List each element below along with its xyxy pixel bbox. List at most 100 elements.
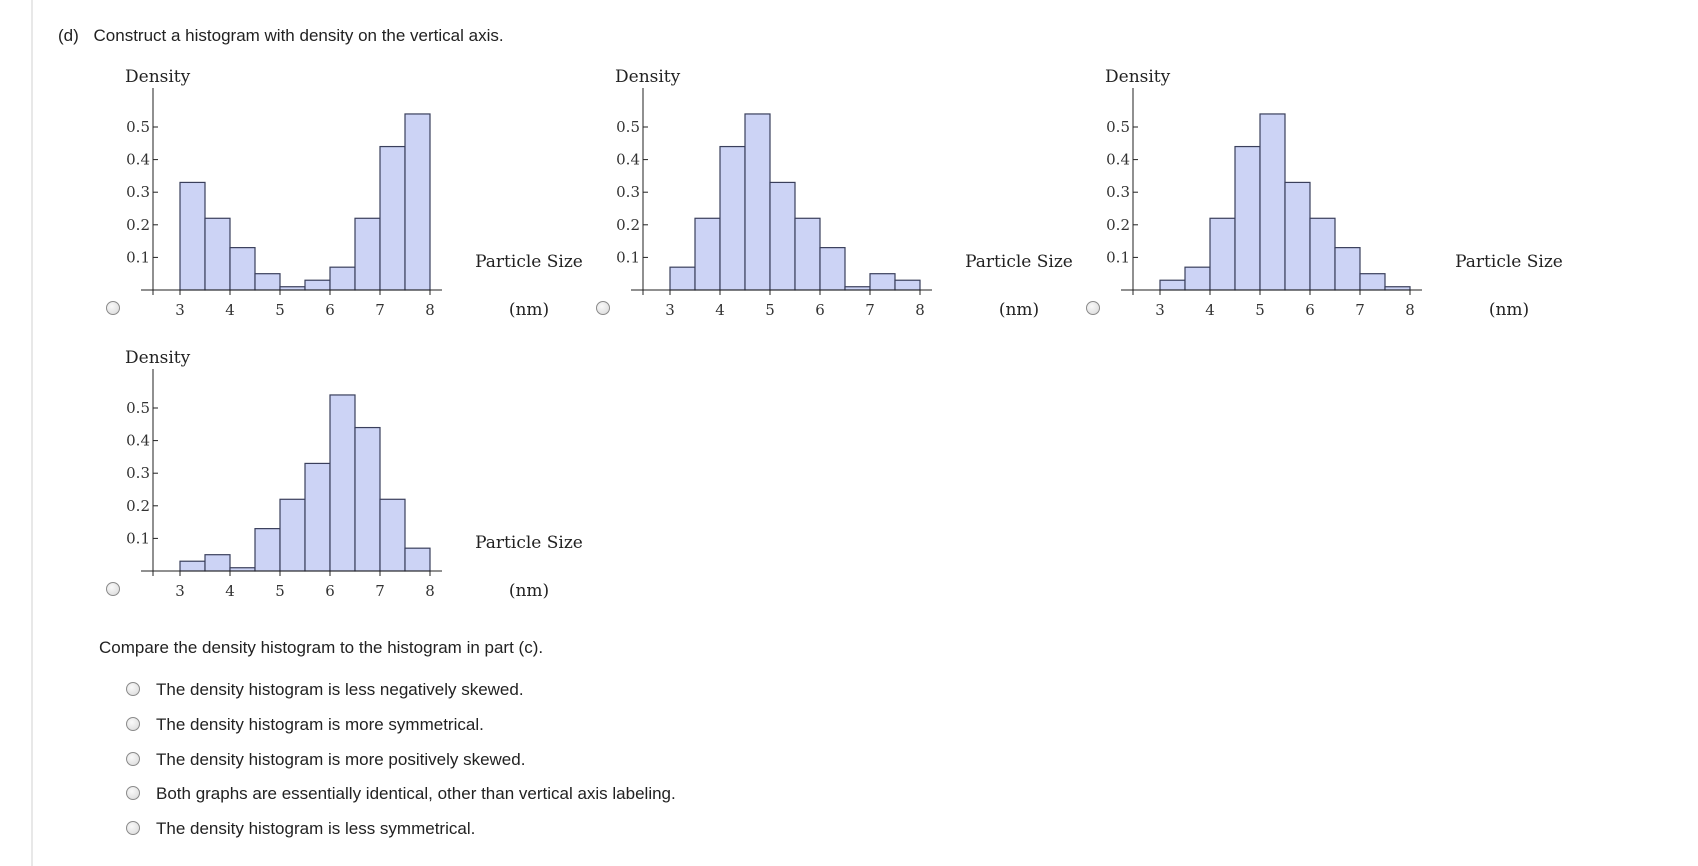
histogram-bar-a-2	[204, 217, 231, 291]
radio-histogram-option-a[interactable]	[106, 301, 120, 315]
y-tick-label-b-5: 0.5	[616, 118, 640, 136]
x-axis-label-d: Particle Size	[475, 533, 583, 553]
x-tick-label-b-4: 6	[815, 301, 825, 319]
histogram-chart-d: Density 0.1 0.2 0.3 0.4 0.5 3 4 5 6 7 8 Particle Siz…	[125, 348, 583, 601]
histogram-bar-d-7	[329, 394, 356, 572]
compare-choice-5-label: The density histogram is less symmetrica…	[156, 819, 476, 838]
histogram-bar-b-10	[894, 279, 921, 291]
histogram-option-c: Density 0.1 0.2 0.3 0.4 0.5 3 4 5 6 7 8 Particle Siz…	[1085, 64, 1565, 320]
x-tick-label-c-1: 3	[1155, 301, 1165, 319]
radio-histogram-option-b[interactable]	[596, 301, 610, 315]
histogram-bar-b-1	[669, 266, 696, 291]
histogram-bar-d-5	[279, 498, 306, 572]
histogram-bar-a-3	[229, 247, 256, 291]
histogram-option-b: Density 0.1 0.2 0.3 0.4 0.5 3 4 5 6 7 8 Particle Siz…	[595, 64, 1075, 320]
x-axis-label-a: Particle Size	[475, 252, 583, 272]
x-axis-label-b: Particle Size	[965, 252, 1073, 272]
histogram-bar-d-4	[254, 528, 281, 572]
x-tick-label-d-1: 3	[175, 582, 185, 600]
histogram-bar-c-7	[1309, 217, 1336, 291]
histogram-bar-a-7	[329, 266, 356, 291]
histogram-bar-b-9	[869, 273, 896, 291]
compare-choice-1-label: The density histogram is less negatively…	[156, 680, 524, 699]
x-axis-unit-b: (nm)	[999, 300, 1039, 320]
y-tick-label-a-4: 0.4	[126, 151, 150, 169]
y-tick-label-a-3: 0.3	[126, 183, 150, 201]
histogram-bar-b-6	[794, 217, 821, 291]
x-axis-label-c: Particle Size	[1455, 252, 1563, 272]
y-tick-label-c-5: 0.5	[1106, 118, 1130, 136]
x-tick-label-c-6: 8	[1405, 301, 1415, 319]
histogram-bar-d-6	[304, 462, 331, 572]
histogram-bar-c-2	[1184, 266, 1211, 291]
radio-histogram-option-c[interactable]	[1086, 301, 1100, 315]
y-tick-label-b-3: 0.3	[616, 183, 640, 201]
y-axis-label-a: Density	[125, 67, 191, 87]
compare-choice-4-label: Both graphs are essentially identical, o…	[156, 784, 676, 803]
y-tick-label-d-1: 0.1	[126, 529, 150, 547]
radio-compare-choice-2[interactable]	[126, 717, 140, 731]
histogram-bar-b-2	[694, 217, 721, 291]
x-tick-label-c-4: 6	[1305, 301, 1315, 319]
x-tick-label-c-3: 5	[1255, 301, 1265, 319]
compare-choice-3-label: The density histogram is more positively…	[156, 750, 526, 769]
y-tick-label-c-4: 0.4	[1106, 151, 1130, 169]
x-tick-label-d-6: 8	[425, 582, 435, 600]
question-text: Construct a histogram with density on th…	[93, 26, 504, 45]
y-tick-label-a-1: 0.1	[126, 248, 150, 266]
histogram-chart-a: Density 0.1 0.2 0.3 0.4 0.5 3 4 5 6 7 8 Particle Siz…	[125, 67, 583, 320]
x-tick-label-d-5: 7	[375, 582, 385, 600]
x-tick-label-c-2: 4	[1205, 301, 1215, 319]
left-border	[31, 0, 33, 866]
histogram-bar-b-4	[744, 113, 771, 291]
x-tick-label-b-6: 8	[915, 301, 925, 319]
histogram-option-d: Density 0.1 0.2 0.3 0.4 0.5 3 4 5 6 7 8 Particle Siz…	[105, 345, 585, 601]
histogram-bar-c-3	[1209, 217, 1236, 291]
histogram-bar-a-8	[354, 217, 381, 291]
histogram-bar-d-8	[354, 426, 381, 572]
histogram-bar-c-5	[1259, 113, 1286, 291]
y-tick-label-c-3: 0.3	[1106, 183, 1130, 201]
x-tick-label-b-5: 7	[865, 301, 875, 319]
radio-compare-choice-1[interactable]	[126, 682, 140, 696]
y-tick-label-a-2: 0.2	[126, 216, 150, 234]
y-axis-label-b: Density	[615, 67, 681, 87]
y-axis-label-c: Density	[1105, 67, 1171, 87]
histogram-bar-d-1	[179, 560, 206, 572]
x-tick-label-a-1: 3	[175, 301, 185, 319]
y-tick-label-b-1: 0.1	[616, 248, 640, 266]
x-axis-unit-d: (nm)	[509, 581, 549, 601]
histogram-bar-d-2	[204, 554, 231, 572]
x-axis-unit-c: (nm)	[1489, 300, 1529, 320]
y-tick-label-b-2: 0.2	[616, 216, 640, 234]
x-tick-label-d-2: 4	[225, 582, 235, 600]
histogram-option-a: Density 0.1 0.2 0.3 0.4 0.5 3 4 5 6 7 8 Particle Siz…	[105, 64, 585, 320]
histogram-bar-c-1	[1159, 279, 1186, 291]
compare-prompt: Compare the density histogram to the his…	[99, 638, 544, 657]
y-tick-label-c-2: 0.2	[1106, 216, 1130, 234]
y-tick-label-a-5: 0.5	[126, 118, 150, 136]
x-tick-label-a-4: 6	[325, 301, 335, 319]
radio-compare-choice-4[interactable]	[126, 786, 140, 800]
radio-compare-choice-5[interactable]	[126, 821, 140, 835]
histogram-bar-b-5	[769, 181, 796, 291]
x-tick-label-a-5: 7	[375, 301, 385, 319]
histogram-bar-a-1	[179, 181, 206, 291]
x-tick-label-a-6: 8	[425, 301, 435, 319]
y-tick-label-d-2: 0.2	[126, 497, 150, 515]
histogram-bar-a-9	[379, 145, 406, 291]
y-tick-label-b-4: 0.4	[616, 151, 640, 169]
radio-compare-choice-3[interactable]	[126, 752, 140, 766]
y-axis-label-d: Density	[125, 348, 191, 368]
x-tick-label-a-2: 4	[225, 301, 235, 319]
y-tick-label-d-4: 0.4	[126, 432, 150, 450]
radio-histogram-option-d[interactable]	[106, 582, 120, 596]
y-tick-label-d-3: 0.3	[126, 464, 150, 482]
x-axis-unit-a: (nm)	[509, 300, 549, 320]
histogram-bar-c-8	[1334, 247, 1361, 291]
x-tick-label-a-3: 5	[275, 301, 285, 319]
histogram-bar-c-4	[1234, 145, 1261, 291]
histogram-chart-c: Density 0.1 0.2 0.3 0.4 0.5 3 4 5 6 7 8 Particle Siz…	[1105, 67, 1563, 320]
histogram-bar-d-10	[404, 547, 431, 572]
histogram-bar-b-7	[819, 247, 846, 291]
